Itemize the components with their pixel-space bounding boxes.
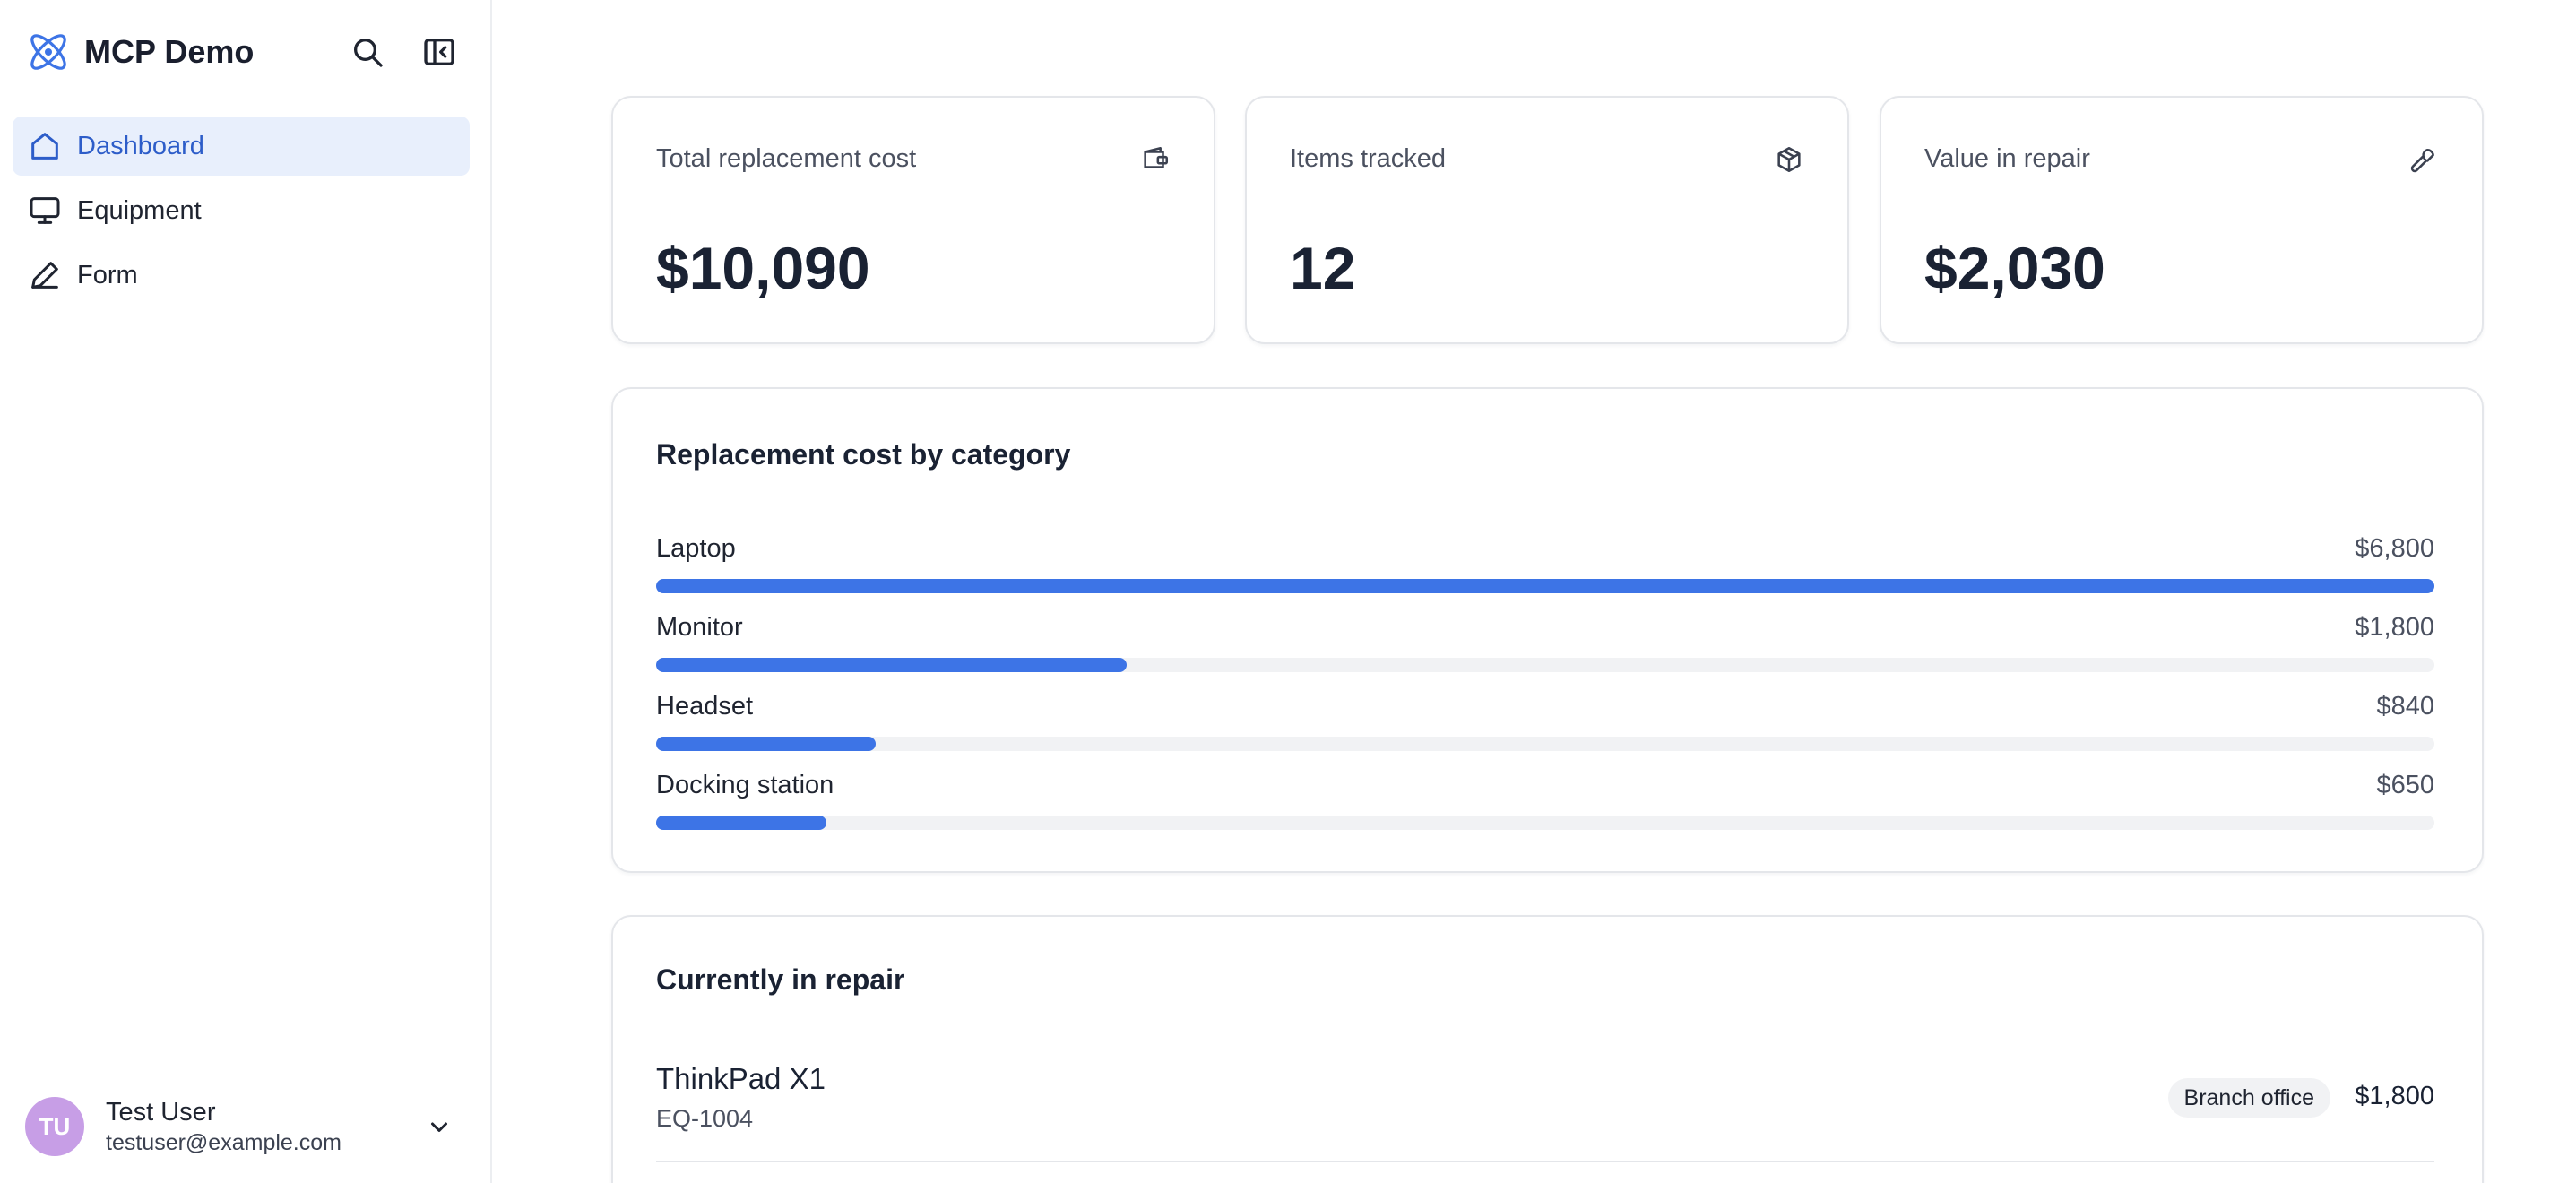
bar-fill <box>656 579 2434 593</box>
category-value: $840 <box>2376 692 2434 721</box>
brand[interactable]: MCP Demo <box>25 29 254 75</box>
category-bar-row: Headset $840 <box>656 692 2434 751</box>
stat-value: $10,090 <box>656 235 870 301</box>
repair-card: Currently in repair ThinkPad X1 EQ-1004 … <box>611 915 2484 1183</box>
category-value: $650 <box>2376 771 2434 799</box>
stat-card-total-cost: Total replacement cost $10,090 <box>611 96 1215 344</box>
avatar: TU <box>25 1097 84 1156</box>
stat-card-items-tracked: Items tracked 12 <box>1245 96 1849 344</box>
stat-card-value-in-repair: Value in repair $2,030 <box>1880 96 2484 344</box>
bar-track <box>656 579 2434 593</box>
stat-label: Total replacement cost <box>656 144 917 173</box>
stat-value: 12 <box>1290 235 1356 301</box>
collapse-sidebar-button[interactable] <box>418 30 461 73</box>
bar-fill <box>656 737 877 751</box>
table-row[interactable]: ThinkPad X1 EQ-1004 Branch office $1,800 <box>656 1062 2434 1162</box>
sidebar-item-form[interactable]: Form <box>13 246 470 305</box>
category-bar-row: Laptop $6,800 <box>656 534 2434 593</box>
user-menu[interactable]: TU Test User testuser@example.com <box>25 1095 455 1158</box>
app-title: MCP Demo <box>84 33 255 70</box>
equipment-name: ThinkPad X1 <box>656 1062 826 1095</box>
bar-fill <box>656 816 826 830</box>
atom-logo-icon <box>30 34 66 70</box>
section-title: Replacement cost by category <box>656 438 1071 471</box>
stat-value: $2,030 <box>1924 235 2105 301</box>
sidebar-item-label: Form <box>77 260 138 289</box>
sidebar-item-dashboard[interactable]: Dashboard <box>13 117 470 176</box>
search-button[interactable] <box>346 30 389 73</box>
section-title: Currently in repair <box>656 963 905 996</box>
chevron-down-icon <box>431 1122 447 1132</box>
sidebar: MCP Demo Dashboard Equipment <box>0 0 492 1183</box>
category-chart-card: Replacement cost by category Laptop $6,80… <box>611 387 2484 873</box>
pencil-icon <box>31 262 58 289</box>
bar-track <box>656 816 2434 830</box>
stat-label: Value in repair <box>1924 144 2090 173</box>
sidebar-item-label: Dashboard <box>77 131 204 160</box>
bar-track <box>656 658 2434 672</box>
sidebar-item-equipment[interactable]: Equipment <box>13 181 470 240</box>
equipment-id: EQ-1004 <box>656 1105 754 1132</box>
bar-fill <box>656 658 1128 672</box>
category-value: $6,800 <box>2355 534 2434 563</box>
search-icon <box>354 39 383 67</box>
category-label: Docking station <box>656 771 834 799</box>
location-badge: Branch office <box>2167 1078 2330 1118</box>
stat-label: Items tracked <box>1290 144 1447 173</box>
category-label: Headset <box>656 692 754 721</box>
sidebar-nav: Dashboard Equipment Form <box>13 117 470 310</box>
equipment-price: $1,800 <box>2355 1082 2434 1110</box>
monitor-icon <box>30 197 60 224</box>
category-bar-row: Monitor $1,800 <box>656 613 2434 672</box>
user-name: Test User <box>106 1098 216 1127</box>
category-bar-row: Docking station $650 <box>656 771 2434 830</box>
user-email: testuser@example.com <box>106 1130 341 1155</box>
bar-track <box>656 737 2434 751</box>
sidebar-collapse-icon <box>424 39 454 66</box>
wrench-icon <box>2410 149 2434 173</box>
package-icon <box>1777 146 1801 173</box>
category-label: Monitor <box>656 613 743 642</box>
category-value: $1,800 <box>2355 613 2434 642</box>
home-icon <box>31 133 58 160</box>
wallet-icon <box>1144 146 1169 168</box>
category-label: Laptop <box>656 534 736 563</box>
sidebar-item-label: Equipment <box>77 195 202 225</box>
